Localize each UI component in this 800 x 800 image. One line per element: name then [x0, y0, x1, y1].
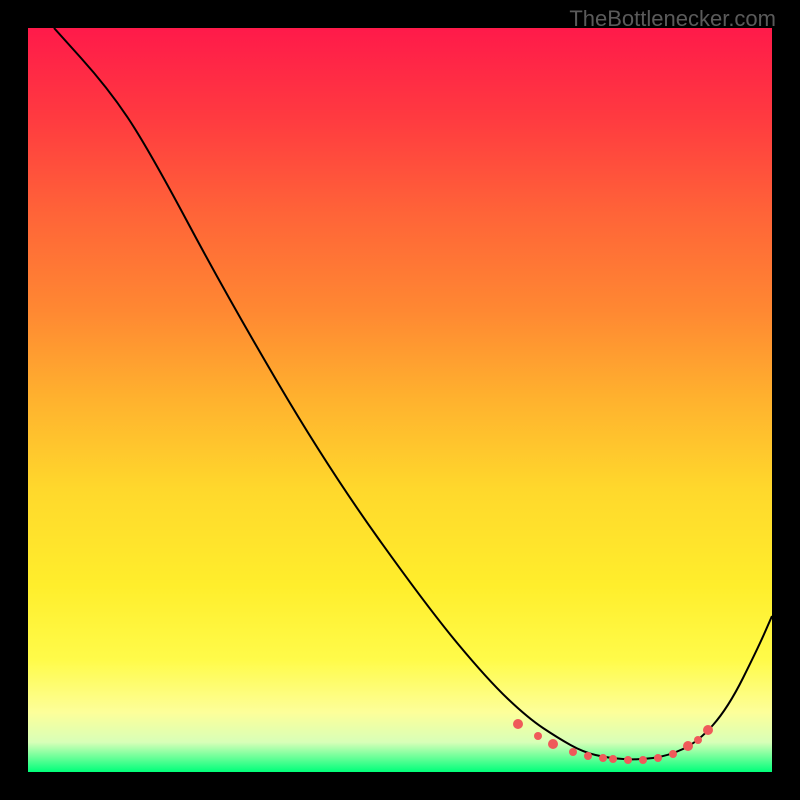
optimal-dot	[584, 752, 592, 760]
chart-svg	[28, 28, 772, 772]
optimal-dot	[609, 755, 617, 763]
optimal-dot	[694, 736, 702, 744]
optimal-dot	[683, 741, 693, 751]
optimal-dot	[639, 756, 647, 764]
optimal-dot	[624, 756, 632, 764]
optimal-dot	[534, 732, 542, 740]
optimal-dot	[669, 750, 677, 758]
optimal-dot	[513, 719, 523, 729]
optimal-dot	[703, 725, 713, 735]
optimal-dot	[569, 748, 577, 756]
optimal-dot	[599, 754, 607, 762]
chart-plot-area	[28, 28, 772, 772]
optimal-dot	[654, 754, 662, 762]
watermark-text: TheBottlenecker.com	[569, 6, 776, 32]
optimal-dot	[548, 739, 558, 749]
chart-background	[28, 28, 772, 772]
